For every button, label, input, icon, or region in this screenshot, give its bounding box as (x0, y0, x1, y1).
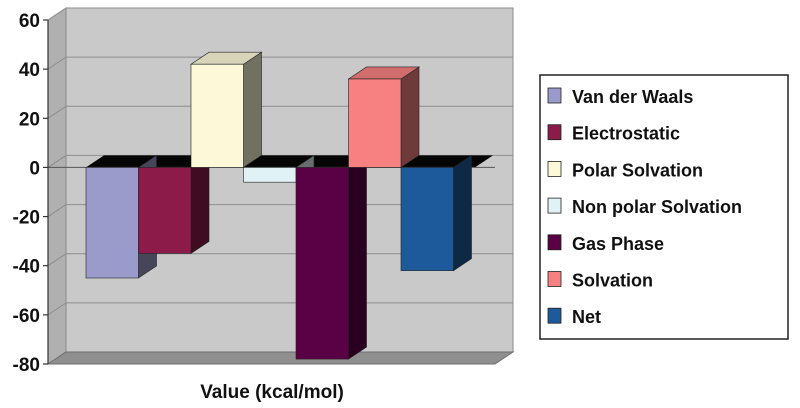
y-tick-label: 40 (19, 60, 40, 81)
legend-label: Net (572, 307, 601, 327)
y-axis (43, 19, 49, 365)
legend-swatch (547, 87, 562, 104)
gridline-diagonal (47, 302, 67, 316)
bar-gas-phase (295, 154, 367, 360)
gridline-diagonal (47, 204, 67, 217)
bar-front (295, 167, 349, 360)
bar-side (453, 154, 472, 272)
bar-front (138, 167, 192, 254)
y-tick-labels: 60 40 20 0 -20 -40 -60 -80 (13, 11, 40, 376)
legend-label: Non polar Solvation (572, 197, 742, 217)
legend-swatch (547, 124, 562, 141)
y-tick-label: 60 (19, 11, 40, 32)
bar-electrostatic (138, 154, 210, 254)
y-tick-label: -60 (13, 306, 40, 327)
legend-label: Electrostatic (572, 124, 680, 144)
y-tick-label: -80 (13, 355, 40, 376)
x-axis-title: Value (kcal/mol) (200, 382, 344, 403)
legend-swatch (547, 271, 562, 287)
side-wall (47, 7, 67, 365)
legend-label: Van der Waals (572, 87, 693, 107)
bar-side (243, 51, 262, 168)
bar-front (190, 63, 244, 168)
zero-baseline (48, 155, 495, 168)
gridline-diagonal (47, 155, 67, 168)
legend-swatch (547, 234, 562, 251)
plot-floor (46, 351, 515, 365)
floor-top (46, 351, 515, 365)
legend-swatch (547, 197, 562, 214)
legend-box (539, 74, 789, 340)
bar-solvation (347, 66, 420, 168)
bar-front (348, 78, 402, 168)
bar-polar-solvation (190, 51, 263, 168)
bar-side (400, 66, 420, 168)
legend: Van der Waals Electrostatic Polar Solvatio… (539, 74, 789, 340)
legend-swatch (547, 160, 562, 177)
bar-front (85, 167, 139, 279)
y-tick-label: 20 (19, 109, 40, 130)
bar-front (243, 167, 297, 183)
bar-side (348, 154, 367, 360)
gridline-diagonal (47, 253, 67, 267)
bars (85, 51, 472, 360)
legend-label: Polar Solvation (572, 160, 703, 180)
y-tick-label: -40 (13, 257, 40, 278)
gridline-diagonal (47, 105, 67, 119)
y-tick-label: -20 (13, 208, 40, 229)
legend-swatch (547, 307, 562, 324)
gridline-diagonal (47, 56, 67, 70)
legend-label: Solvation (572, 271, 653, 291)
y-tick-label: 0 (29, 158, 40, 179)
bar-side (190, 154, 210, 254)
bar-net (400, 154, 472, 272)
gridline-diagonal (47, 7, 67, 21)
legend-label: Gas Phase (572, 234, 664, 254)
bar-front (400, 167, 454, 271)
